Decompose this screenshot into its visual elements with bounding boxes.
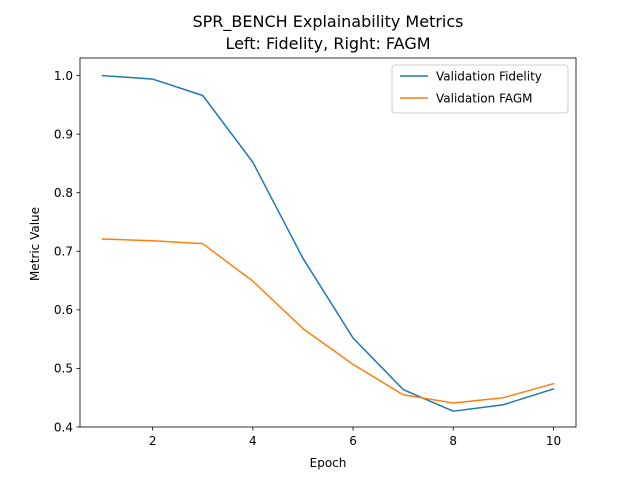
axes-frame [79,57,577,428]
x-axis-label: Epoch [310,456,347,470]
series-line-1 [101,74,555,412]
y-tick-label: 0.9 [54,127,73,141]
x-tick-label: 4 [249,434,257,448]
plot-area: 0.4 0.5 0.6 0.7 0.8 0.9 1.0 2 4 6 8 10 Validation Fi… [54,57,577,448]
y-tick-label: 0.8 [54,186,73,200]
legend-label-1: Validation Fidelity [436,69,542,83]
y-tick-label: 1.0 [54,69,73,83]
y-tick-label: 0.7 [54,245,73,259]
x-tick-label: 2 [149,434,157,448]
series-line-2 [101,238,555,404]
y-axis-label: Metric Value [28,207,42,281]
x-tick-label: 8 [449,434,457,448]
x-tick-label: 6 [349,434,357,448]
y-tick-label: 0.4 [54,420,73,434]
chart-title: SPR_BENCH Explainability Metrics [192,12,463,32]
legend-box [391,64,569,114]
legend-label-2: Validation FAGM [436,91,533,105]
x-tick-label: 10 [546,434,561,448]
y-tick-label: 0.5 [54,362,73,376]
y-tick-label: 0.6 [54,303,73,317]
chart-subtitle: Left: Fidelity, Right: FAGM [225,34,430,53]
